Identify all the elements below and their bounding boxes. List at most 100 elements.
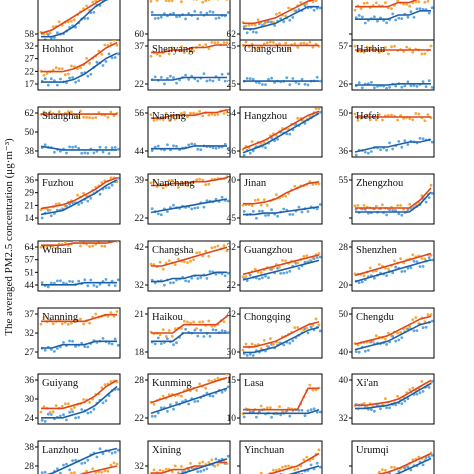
blue-point: [300, 408, 304, 412]
orange-point: [278, 405, 281, 408]
orange-point: [204, 386, 208, 390]
orange-point: [54, 404, 58, 407]
orange-point: [67, 402, 70, 406]
orange-point: [353, 44, 357, 48]
orange-point: [91, 467, 95, 471]
city-label: Chengdu: [356, 312, 395, 323]
blue-point: [89, 278, 93, 282]
orange-point: [100, 181, 104, 184]
orange-point: [305, 455, 309, 459]
city-label: Shanghai: [42, 111, 81, 122]
orange-point: [91, 244, 95, 248]
orange-point: [281, 47, 284, 51]
blue-point: [360, 86, 364, 90]
orange-point: [91, 116, 95, 120]
blue-fit-line: [41, 281, 117, 286]
panel-19: 28 20 Shenzhen: [339, 240, 435, 292]
blue-point: [74, 345, 77, 348]
blue-fit-line: [355, 10, 431, 20]
red-fit-line: [355, 0, 418, 8]
orange-point: [384, 337, 387, 341]
orange-point: [311, 0, 315, 4]
blue-point: [184, 73, 188, 77]
blue-point: [424, 200, 428, 204]
blue-point: [258, 22, 261, 26]
blue-point: [95, 285, 99, 288]
blue-point: [403, 139, 407, 143]
orange-point: [384, 46, 387, 49]
panel-7: 57 26 Harbin: [339, 39, 435, 91]
panel-frame: [239, 240, 323, 292]
orange-point: [429, 183, 433, 187]
orange-point: [207, 254, 211, 258]
blue-point: [303, 414, 307, 418]
orange-point: [152, 402, 156, 406]
blue-point: [68, 468, 71, 472]
blue-point: [83, 345, 87, 348]
blue-point: [56, 347, 59, 350]
orange-point: [411, 458, 415, 462]
blue-point: [74, 145, 77, 149]
blue-point: [49, 413, 53, 416]
panel-3: 36: [339, 0, 435, 41]
blue-point: [226, 271, 230, 275]
orange-point: [314, 0, 318, 3]
orange-point: [420, 257, 424, 260]
orange-point: [429, 313, 433, 316]
orange-point: [423, 0, 427, 4]
blue-point: [202, 205, 206, 209]
blue-point: [98, 145, 102, 149]
blue-point: [385, 148, 388, 152]
blue-point: [156, 336, 160, 340]
orange-point: [85, 4, 88, 8]
blue-point: [62, 281, 65, 285]
orange-point: [293, 184, 297, 188]
y-tick-label: 36: [339, 147, 349, 157]
orange-point: [100, 470, 104, 474]
blue-point: [297, 82, 301, 86]
blue-point: [43, 348, 47, 352]
blue-point: [288, 341, 292, 345]
blue-point: [303, 122, 307, 125]
city-label: Harbin: [356, 44, 386, 55]
blue-point: [193, 206, 197, 210]
blue-point: [363, 150, 367, 154]
orange-point: [192, 49, 196, 53]
blue-point: [46, 33, 50, 36]
orange-point: [195, 389, 199, 392]
blue-point: [116, 343, 120, 347]
blue-point: [80, 408, 84, 411]
blue-fit-line: [151, 145, 227, 150]
blue-point: [248, 151, 252, 155]
panel-11: 50 36 Hefei: [339, 106, 435, 158]
blue-point: [282, 343, 286, 347]
orange-point: [377, 263, 381, 266]
blue-point: [367, 151, 370, 155]
blue-point: [318, 6, 322, 10]
blue-point: [318, 465, 322, 469]
y-tick-label: 37: [135, 42, 145, 52]
orange-point: [216, 41, 220, 44]
orange-point: [247, 23, 251, 27]
orange-point: [362, 204, 366, 207]
blue-point: [153, 145, 157, 149]
blue-point: [397, 338, 401, 342]
blue-point: [291, 339, 295, 343]
orange-point: [284, 194, 287, 198]
blue-point: [418, 136, 422, 140]
y-tick-label: 44: [25, 281, 35, 291]
orange-point: [417, 112, 421, 116]
blue-point: [217, 16, 221, 20]
blue-point: [285, 271, 289, 274]
blue-point: [193, 400, 197, 403]
blue-point: [267, 276, 270, 279]
blue-point: [318, 203, 322, 206]
orange-point: [207, 319, 211, 323]
orange-point: [100, 52, 104, 56]
panel-1: 68 60: [135, 0, 231, 41]
y-tick-label: 15: [227, 376, 237, 386]
orange-point: [149, 181, 153, 185]
orange-point: [109, 311, 113, 314]
blue-point: [400, 213, 404, 217]
orange-point: [371, 339, 375, 343]
